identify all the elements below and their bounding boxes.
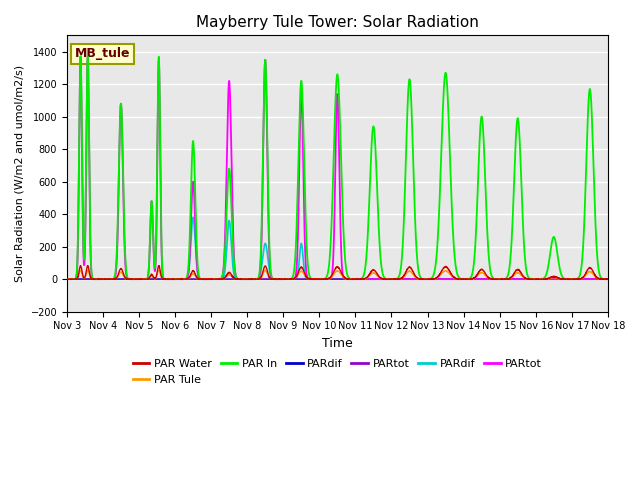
X-axis label: Time: Time [322,337,353,350]
Legend: PAR Water, PAR Tule, PAR In, PARdif, PARtot, PARdif, PARtot: PAR Water, PAR Tule, PAR In, PARdif, PAR… [128,355,547,389]
Text: MB_tule: MB_tule [75,48,131,60]
Title: Mayberry Tule Tower: Solar Radiation: Mayberry Tule Tower: Solar Radiation [196,15,479,30]
Y-axis label: Solar Radiation (W/m2 and umol/m2/s): Solar Radiation (W/m2 and umol/m2/s) [15,65,25,282]
